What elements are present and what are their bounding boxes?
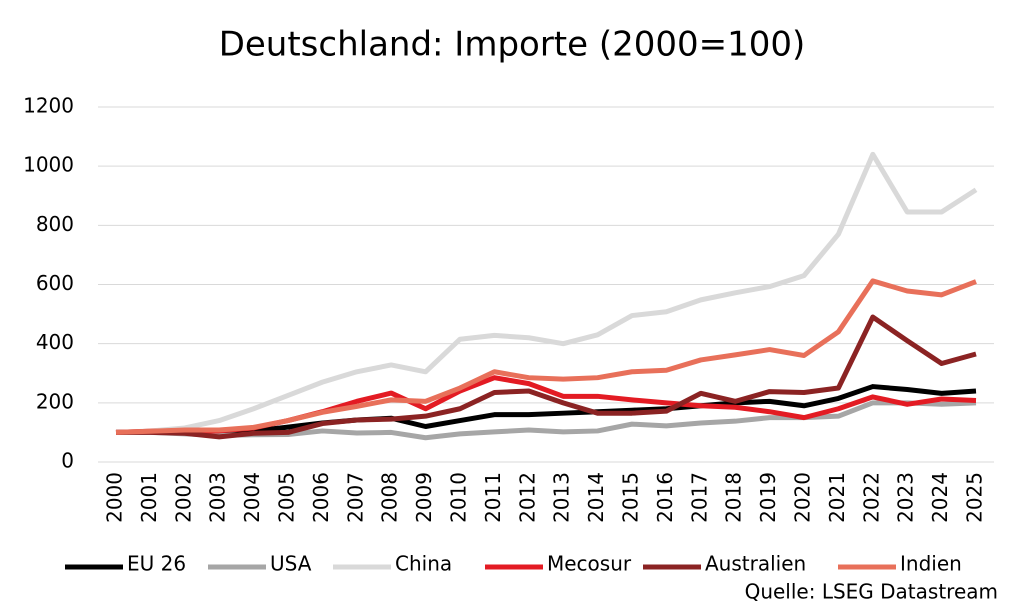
x-tick-label: 2007 <box>343 472 367 523</box>
y-tick-label: 1200 <box>23 94 74 118</box>
x-tick-label: 2013 <box>550 472 574 523</box>
x-tick-label: 2017 <box>687 472 711 523</box>
series-line <box>115 375 977 435</box>
x-tick-label: 2004 <box>240 472 264 523</box>
series-line <box>115 278 977 435</box>
x-tick-label: 2011 <box>481 472 505 523</box>
x-tick-label: 2015 <box>619 472 643 523</box>
y-tick-label: 200 <box>36 389 74 413</box>
legend-label: EU 26 <box>127 552 186 576</box>
x-tick-label: 2008 <box>378 472 402 523</box>
x-tick-label: 2022 <box>859 472 883 523</box>
x-tick-label: 2014 <box>584 472 608 523</box>
x-tick-label: 2010 <box>447 472 471 523</box>
x-tick-label: 2024 <box>928 472 952 523</box>
x-tick-label: 2005 <box>275 472 299 523</box>
legend-label: USA <box>270 552 312 576</box>
legend-label: Indien <box>900 552 962 576</box>
y-tick-label: 600 <box>36 271 74 295</box>
series-line <box>115 384 977 437</box>
x-tick-label: 2016 <box>653 472 677 523</box>
source: Quelle: LSEG Datastream <box>745 580 998 604</box>
x-tick-label: 2006 <box>309 472 333 523</box>
x-tick-label: 2003 <box>206 472 230 523</box>
x-tick-label: 2020 <box>791 472 815 523</box>
x-tick-label: 2023 <box>894 472 918 523</box>
x-tick-label: 2021 <box>825 472 849 523</box>
x-tick-label: 2000 <box>103 472 127 523</box>
series-line <box>116 314 977 440</box>
series-line <box>115 151 978 435</box>
x-tick-label: 2019 <box>756 472 780 523</box>
legend-label: Mecosur <box>547 552 632 576</box>
legend-label: China <box>395 552 452 576</box>
y-tick-label: 1000 <box>23 153 74 177</box>
x-tick-label: 2025 <box>963 472 987 523</box>
y-tick-label: 800 <box>36 212 74 236</box>
x-tick-label: 2009 <box>412 472 436 523</box>
x-tick-label: 2001 <box>137 472 161 523</box>
chart-title: Deutschland: Importe (2000=100) <box>219 25 806 65</box>
legend-label: Australien <box>705 552 806 576</box>
x-tick-label: 2018 <box>722 472 746 523</box>
x-tick-label: 2012 <box>515 472 539 523</box>
y-tick-label: 0 <box>61 449 74 473</box>
y-tick-label: 400 <box>36 330 74 354</box>
x-tick-label: 2002 <box>171 472 195 523</box>
